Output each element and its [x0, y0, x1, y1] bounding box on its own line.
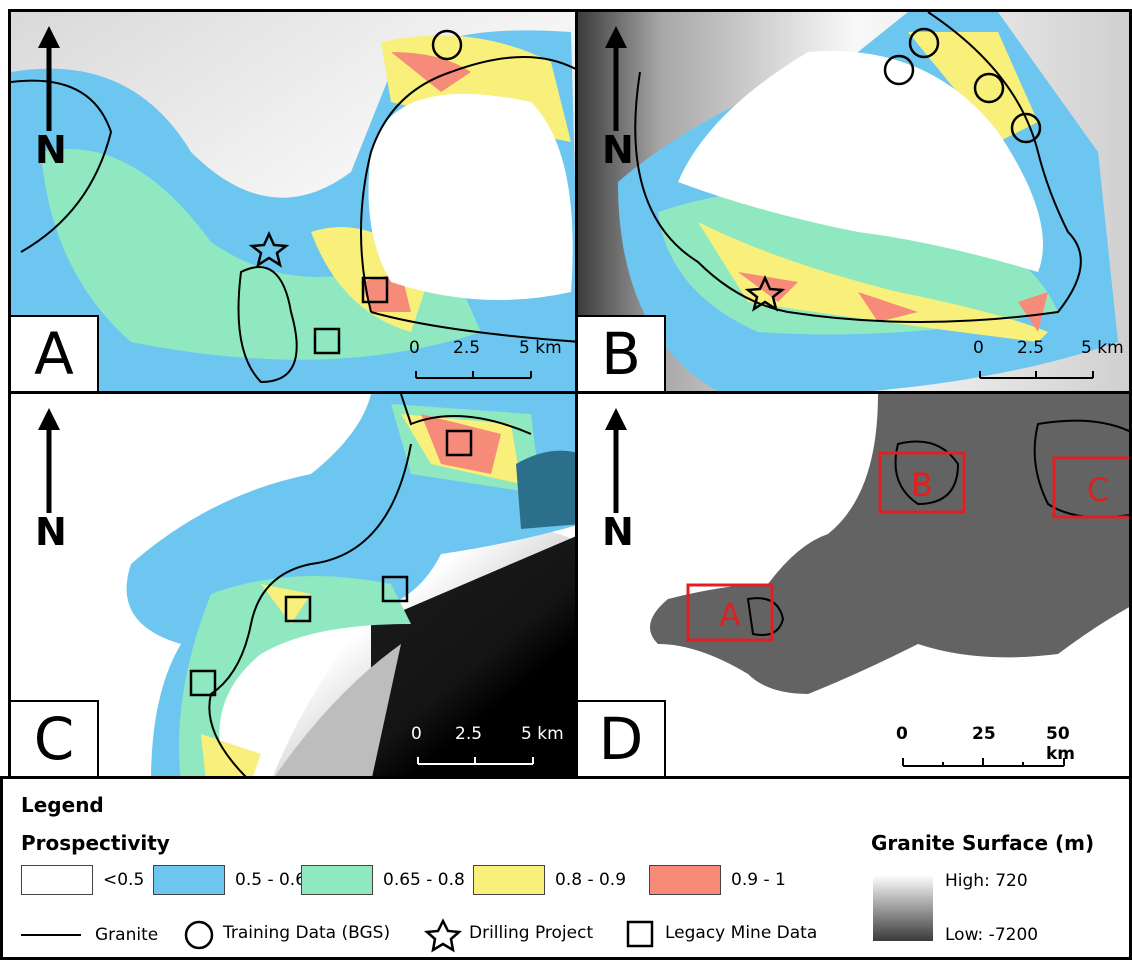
area-box-label-a: A: [719, 596, 741, 634]
training-data-icon: [908, 27, 940, 59]
legacy-mine-icon: [381, 575, 409, 603]
legend-title: Legend: [21, 793, 104, 817]
north-arrow-icon: N: [596, 26, 636, 176]
training-data-icon: [883, 54, 915, 86]
prospectivity-swatch-5: [649, 865, 721, 895]
drilling-project-icon: [248, 230, 290, 268]
north-label: N: [602, 510, 634, 554]
legacy-mine-icon: [313, 327, 341, 355]
circle-icon: [184, 920, 214, 950]
training-data-icon: [1010, 112, 1042, 144]
area-box-a: [686, 583, 774, 642]
panel-letter-a: A: [11, 315, 99, 391]
square-icon: [626, 920, 654, 948]
granite-surface-title: Granite Surface (m): [871, 831, 1095, 855]
scale-label-mid: 25: [972, 724, 996, 744]
scale-bar: 0 2.5 5 km: [409, 338, 569, 388]
map-panel-a: N 0 2.5 5 km A: [8, 9, 578, 394]
scale-label-0: 0: [411, 724, 422, 744]
map-d-graphic: B C A: [578, 394, 1129, 776]
map-panel-d: B C A N 0 25 50 km D: [575, 391, 1132, 779]
north-arrow-icon: N: [29, 408, 69, 558]
area-box-b: [878, 451, 966, 514]
scale-label-0: 0: [409, 338, 420, 358]
scale-label-mid: 2.5: [455, 724, 483, 744]
scale-label-max: 5 km: [519, 338, 562, 358]
legacy-mine-label: Legacy Mine Data: [665, 923, 818, 943]
granite-label: Granite: [95, 925, 159, 945]
area-box-c: [1052, 456, 1129, 519]
scale-label-mid: 2.5: [1017, 338, 1045, 358]
north-label: N: [602, 128, 634, 172]
map-panel-b: N 0 2.5 5 km B: [575, 9, 1132, 394]
scale-bar: 0 2.5 5 km: [973, 338, 1129, 388]
prospectivity-swatch-1: [21, 865, 93, 895]
drilling-project-icon: [744, 274, 786, 312]
legend: Legend Prospectivity <0.5 0.5 - 0.65 0.6…: [0, 776, 1132, 960]
prospectivity-swatch-2: [153, 865, 225, 895]
scale-label-max: 50 km: [1046, 724, 1076, 764]
legend-symbols: [21, 918, 654, 953]
star-icon: [423, 918, 463, 953]
north-arrow-icon: N: [29, 26, 69, 176]
prospectivity-label-4: 0.8 - 0.9: [555, 870, 627, 890]
map-panel-c: N 0 2.5 5 km C: [8, 391, 578, 779]
north-arrow-icon: N: [596, 408, 636, 558]
map-a-graphic: [11, 12, 575, 391]
map-c-graphic: [11, 394, 575, 776]
legacy-mine-icon: [284, 595, 312, 623]
scale-label-max: 5 km: [521, 724, 564, 744]
panel-letter-b: B: [578, 315, 666, 391]
scale-label-0: 0: [896, 724, 908, 744]
granite-low-label: Low: -7200: [945, 925, 1039, 945]
training-data-icon: [973, 72, 1005, 104]
panel-letter-c: C: [11, 700, 99, 776]
prospectivity-title: Prospectivity: [21, 831, 170, 855]
legacy-mine-icon: [361, 276, 389, 304]
scale-bar: 0 25 50 km: [896, 724, 1096, 774]
drilling-project-label: Drilling Project: [469, 923, 594, 943]
prospectivity-label-1: <0.5: [103, 870, 145, 890]
legacy-mine-icon: [189, 669, 217, 697]
north-label: N: [35, 510, 67, 554]
scale-label-0: 0: [973, 338, 984, 358]
granite-surface-gradient: [873, 875, 933, 941]
prospectivity-label-2: 0.5 - 0.65: [235, 870, 317, 890]
map-b-graphic: [578, 12, 1129, 391]
training-data-icon: [431, 29, 463, 61]
area-box-label-b: B: [911, 466, 933, 504]
legacy-mine-icon: [445, 429, 473, 457]
prospectivity-swatch-4: [473, 865, 545, 895]
north-label: N: [35, 128, 67, 172]
area-box-label-c: C: [1087, 471, 1109, 509]
prospectivity-label-5: 0.9 - 1: [731, 870, 786, 890]
scale-label-max: 5 km: [1081, 338, 1124, 358]
granite-high-label: High: 720: [945, 871, 1028, 891]
scale-label-mid: 2.5: [453, 338, 481, 358]
scale-bar: 0 2.5 5 km: [411, 724, 571, 774]
panel-letter-d: D: [578, 700, 666, 776]
prospectivity-swatch-3: [301, 865, 373, 895]
training-data-label: Training Data (BGS): [223, 923, 391, 943]
prospectivity-label-3: 0.65 - 0.8: [383, 870, 465, 890]
